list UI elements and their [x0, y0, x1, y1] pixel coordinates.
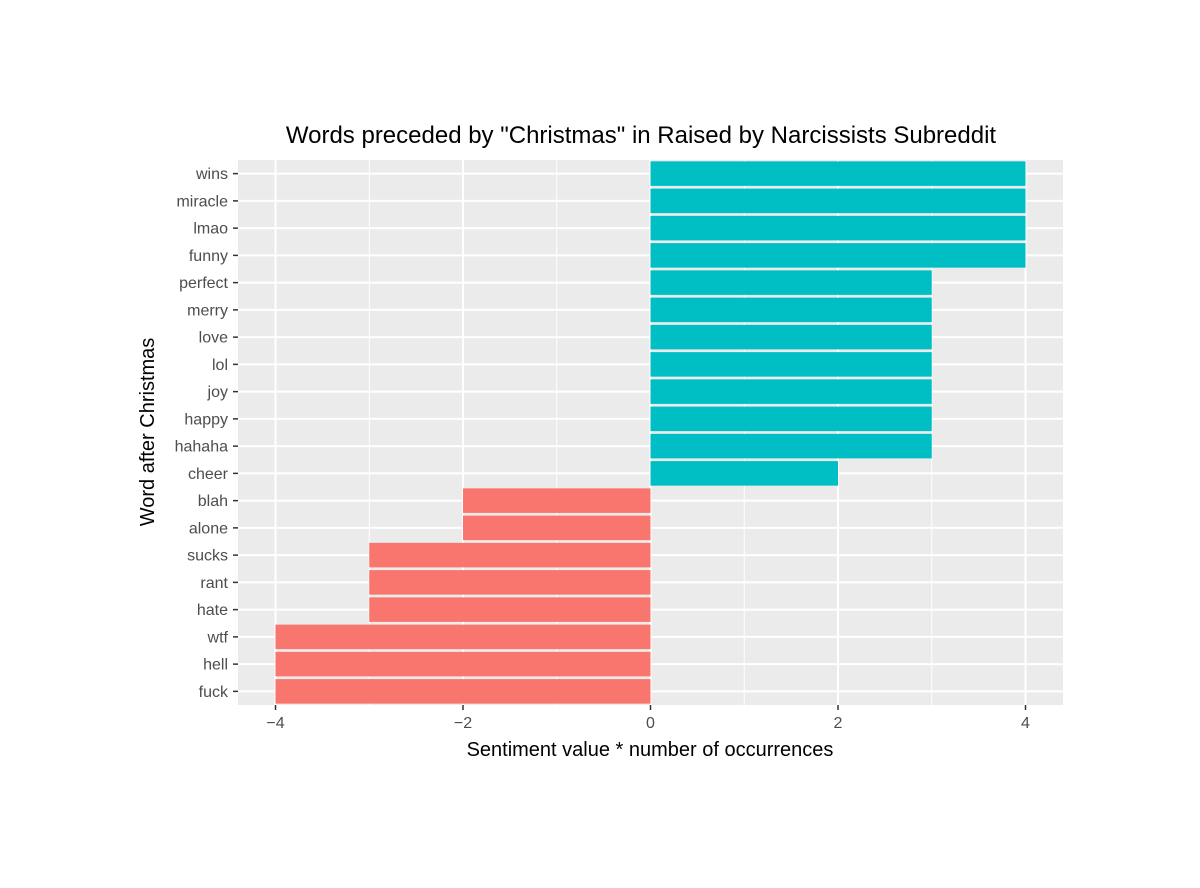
y-tick-label: alone	[189, 520, 228, 537]
bar-lmao	[650, 215, 1026, 241]
x-tick-label: 0	[646, 715, 655, 732]
bar-lol	[650, 352, 932, 377]
y-tick-label: miracle	[176, 193, 228, 210]
bar-miracle	[650, 188, 1026, 214]
y-tick-label: perfect	[179, 275, 228, 292]
y-tick-label: merry	[187, 302, 228, 319]
x-tick-label: −2	[454, 715, 472, 732]
y-tick-label: lol	[212, 357, 228, 374]
bar-hell	[275, 651, 651, 677]
bar-blah	[463, 488, 651, 513]
bar-cheer	[650, 461, 838, 486]
bar-wtf	[275, 624, 651, 650]
y-tick-label: joy	[207, 384, 228, 401]
y-tick-label: hahaha	[175, 439, 228, 456]
bar-hate	[369, 597, 651, 622]
y-tick-label: rant	[200, 575, 228, 592]
y-tick-label: hell	[203, 657, 228, 674]
y-tick-label: love	[199, 330, 228, 347]
x-tick-label: 2	[834, 715, 843, 732]
y-tick-label: blah	[198, 493, 228, 510]
bar-sucks	[369, 542, 651, 568]
chart-title: Words preceded by "Christmas" in Raised …	[286, 122, 997, 149]
x-axis: −4 −2 0 2 4	[266, 705, 1030, 732]
y-tick-label: happy	[184, 411, 228, 428]
bar-alone	[463, 515, 651, 541]
y-tick-label: wins	[195, 166, 228, 183]
y-tick-label: lmao	[193, 221, 228, 238]
bar-perfect	[650, 270, 932, 295]
bar-merry	[650, 297, 932, 323]
y-axis: wins miracle lmao funny perfect merry love lol j…	[175, 166, 238, 701]
x-tick-label: 4	[1021, 715, 1030, 732]
bar-joy	[650, 379, 932, 404]
bar-wins	[650, 161, 1026, 186]
bar-hahaha	[650, 433, 932, 459]
bar-fuck	[275, 679, 651, 704]
y-tick-label: funny	[189, 248, 228, 265]
bar-love	[650, 324, 932, 350]
x-tick-label: −4	[266, 715, 284, 732]
bar-funny	[650, 243, 1026, 268]
bar-rant	[369, 570, 651, 595]
y-tick-label: sucks	[187, 548, 228, 565]
y-tick-label: hate	[197, 602, 228, 619]
y-axis-title: Word after Christmas	[137, 338, 159, 527]
x-axis-title: Sentiment value * number of occurrences	[467, 739, 834, 761]
y-tick-label: cheer	[188, 466, 229, 483]
bars	[275, 161, 1026, 704]
y-tick-label: wtf	[207, 629, 229, 646]
bar-happy	[650, 406, 932, 432]
y-tick-label: fuck	[199, 684, 229, 701]
